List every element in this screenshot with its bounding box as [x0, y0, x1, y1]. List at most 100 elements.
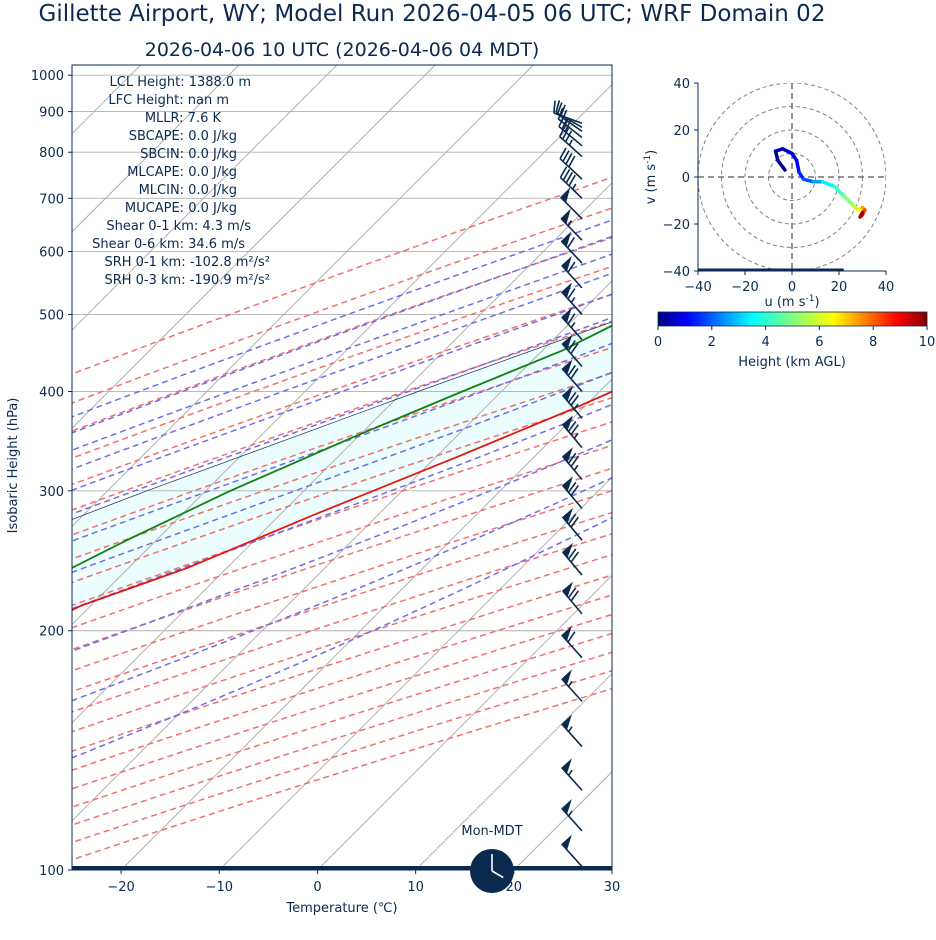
colorbar-tick-label: 2	[708, 335, 716, 350]
hodograph-x-tick-label: −40	[684, 280, 711, 295]
barb-full	[567, 587, 577, 599]
index-mucape: MUCAPE: 0.0 J/kg	[125, 201, 237, 216]
barb-half	[567, 810, 573, 817]
isotherm-line	[710, 65, 936, 870]
height-colorbar: 0 2 4 6 8 10 Height (km AGL)	[654, 311, 935, 370]
barb-full	[570, 590, 579, 602]
mixing-ratio-lines	[613, 58, 936, 251]
barb-flag	[561, 834, 572, 851]
skewt-isotherm-grid	[72, 65, 936, 870]
hodograph-segment	[858, 210, 865, 219]
hodograph-segment	[794, 158, 801, 175]
x-axis-label: Temperature (℃)	[285, 901, 397, 916]
barb-full	[553, 100, 556, 114]
wind-barb	[561, 798, 583, 832]
barb-full	[565, 152, 573, 165]
hodograph-y-tick-label: 0	[682, 171, 690, 186]
wind-barb	[558, 125, 583, 158]
barb-full	[567, 340, 576, 352]
isotherm-line	[72, 280, 612, 822]
index-sbcin: SBCIN: 0.0 J/kg	[140, 147, 237, 162]
wind-barb	[561, 255, 583, 289]
y-tick-label: 600	[39, 246, 64, 261]
moist-adiabat	[72, 235, 612, 434]
hodograph-segment	[820, 179, 837, 189]
y-tick-label: 800	[39, 146, 64, 161]
barb-flag	[562, 581, 574, 598]
colorbar-tick-label: 6	[815, 335, 823, 350]
moist-adiabat	[72, 371, 612, 574]
hodograph-x-tick-label: 0	[788, 280, 796, 295]
hodograph-y-tick-label: −40	[663, 265, 690, 280]
barb-full	[567, 631, 576, 643]
colorbar-tick-label: 0	[654, 335, 662, 350]
x-tick-label: 30	[604, 880, 621, 895]
barb-flag	[561, 334, 573, 351]
wind-barb	[562, 415, 583, 449]
barb-full	[567, 421, 577, 432]
barb-full	[568, 174, 576, 187]
wind-barb	[561, 359, 583, 393]
barb-half	[567, 680, 573, 687]
barb-full	[567, 288, 576, 300]
barb-flag	[561, 714, 572, 731]
dry-adiabat	[72, 372, 612, 560]
barb-flag	[562, 507, 574, 524]
barb-flag	[561, 255, 572, 272]
hodograph-segment	[776, 158, 787, 172]
moist-adiabats	[72, 219, 612, 759]
barb-flag	[561, 798, 572, 815]
barb-full	[561, 127, 570, 140]
isotherm-line	[72, 65, 534, 528]
isotherm-line	[611, 869, 612, 870]
barb-half	[567, 220, 573, 227]
wind-barb	[559, 147, 583, 180]
index-mlcin: MLCIN: 0.0 J/kg	[139, 183, 237, 198]
barb-full	[570, 394, 579, 406]
index-srh-0-1: SRH 0-1 km: -102.8 m²/s²	[104, 255, 270, 270]
dry-adiabat	[72, 444, 612, 629]
mixing-ratio-line	[710, 58, 936, 251]
isotherm-line	[72, 65, 436, 429]
barb-half	[571, 183, 577, 190]
barb-full	[558, 115, 566, 127]
skewt-isobar-grid	[72, 74, 612, 870]
barb-flag	[562, 476, 574, 492]
wind-barb	[560, 187, 583, 220]
barb-full	[567, 548, 577, 560]
isotherm-line	[72, 65, 240, 233]
isotherm-line	[907, 65, 936, 870]
hodograph-segment	[841, 194, 855, 207]
barb-full	[567, 452, 577, 464]
barb-full	[561, 117, 569, 130]
barb-half	[568, 139, 573, 146]
barb-full	[570, 516, 579, 528]
wind-barb	[562, 507, 583, 541]
y-tick-label: 300	[39, 485, 64, 500]
dry-adiabat	[72, 533, 612, 713]
wind-barb	[562, 447, 583, 480]
y-tick-label: 900	[39, 106, 64, 121]
hodograph-y-label: v (m s-1)	[643, 150, 659, 205]
dry-adiabat	[72, 396, 612, 584]
chart-title: Gillette Airport, WY; Model Run 2026-04-…	[39, 1, 826, 27]
barb-full	[567, 365, 576, 377]
barb-staff	[557, 118, 583, 139]
barb-full	[556, 102, 563, 115]
moist-adiabat	[72, 253, 612, 451]
barb-flag	[562, 447, 574, 463]
dry-adiabat	[72, 176, 612, 375]
wind-barb	[559, 166, 583, 199]
cape-cin-shading	[72, 321, 612, 611]
x-tick-label: 10	[407, 880, 424, 895]
clock-label: Mon-MDT	[461, 824, 522, 839]
barb-half	[573, 432, 579, 439]
barb-half	[570, 296, 576, 304]
barb-full	[567, 261, 576, 273]
colorbar-label: Height (km AGL)	[738, 355, 846, 370]
barb-full	[570, 551, 579, 563]
index-mllr: MLLR: 7.6 K	[145, 111, 222, 126]
cin-shading	[72, 321, 612, 611]
barb-full	[564, 120, 572, 133]
